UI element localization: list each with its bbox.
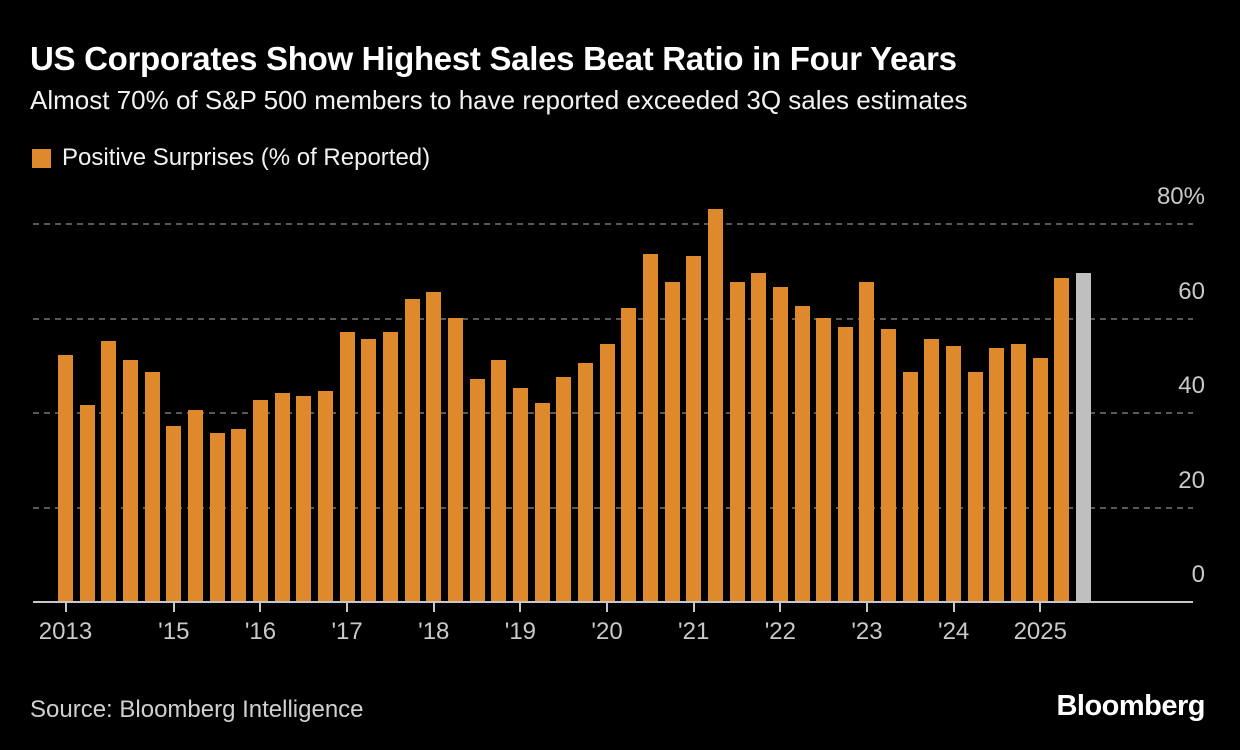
bar-2017-q2 [361,338,377,601]
bar-2016-q3 [296,395,312,601]
bar-2014-q1 [79,405,95,601]
bar-2023-q1 [859,282,875,601]
legend: Positive Surprises (% of Reported) [32,144,430,172]
y-axis-label-60: 60 [1178,277,1205,305]
bar-2023-q4 [924,338,940,601]
bar-2014-q3 [122,360,138,601]
bar-2019-q2 [534,402,550,601]
x-tick-2013 [64,603,67,612]
bar-2020-q2 [621,308,637,601]
bar-2021-q2 [707,209,723,601]
x-axis-line [33,601,1193,603]
x-axis-label-19: '19 [504,618,537,645]
bar-2020-q3 [642,253,658,601]
x-axis-label-2025: 2025 [1013,618,1067,645]
bar-2018-q1 [426,291,442,601]
bar-2016-q4 [317,390,333,601]
bar-2021-q3 [729,282,745,601]
gridline-80 [33,223,1193,226]
bar-2020-q1 [599,343,615,601]
x-tick-15 [172,603,175,612]
bar-2023-q3 [902,371,918,601]
bar-2017-q3 [382,331,398,601]
bar-2016-q2 [274,393,290,601]
y-axis-label-80: 80% [1156,183,1205,211]
x-axis-label-22: '22 [764,618,796,645]
bar-2014-q2 [101,341,117,601]
x-tick-23 [865,603,868,612]
bar-2019-q4 [577,362,593,601]
x-axis-label-23: '23 [851,618,883,645]
x-tick-18 [432,603,435,612]
bar-2022-q3 [816,317,832,601]
bar-2015-q4 [231,428,247,601]
bar-2015-q2 [187,409,203,601]
bar-2022-q2 [794,305,810,601]
bar-2023-q2 [881,329,897,601]
bar-2019-q1 [512,388,528,601]
bar-2024-q1 [946,345,962,601]
bar-2019-q3 [556,376,572,601]
bar-2022-q1 [772,286,788,601]
bar-2022-q4 [837,327,853,601]
bar-2017-q4 [404,298,420,601]
bloomberg-logo: Bloomberg [1056,690,1205,722]
bar-2018-q3 [469,379,485,601]
bar-2024-q3 [989,348,1005,601]
x-tick-24 [952,603,955,612]
x-tick-16 [259,603,262,612]
legend-label: Positive Surprises (% of Reported) [62,144,431,171]
x-axis-label-24: '24 [938,618,970,645]
bar-2024-q4 [1011,343,1027,601]
x-tick-20 [606,603,609,612]
x-axis-label-17: '17 [331,618,363,645]
bar-2017-q1 [339,331,355,601]
x-tick-21 [692,603,695,612]
x-tick-17 [346,603,349,612]
y-axis-label-40: 40 [1178,372,1205,400]
x-axis-label-2013: 2013 [38,618,93,645]
bar-2015-q1 [166,426,182,601]
x-axis-label-15: '15 [158,618,190,645]
chart-title: US Corporates Show Highest Sales Beat Ra… [30,40,957,77]
chart-subtitle: Almost 70% of S&P 500 members to have re… [30,85,968,115]
bar-2013-q4 [58,355,73,601]
bar-2018-q2 [447,317,463,601]
bar-2016-q1 [252,400,268,601]
bar-2015-q3 [209,433,225,601]
x-tick-2025 [1039,603,1042,612]
bar-2018-q4 [491,360,507,601]
bar-2025-q1 [1032,357,1048,601]
x-axis-label-18: '18 [418,618,450,645]
source-text: Source: Bloomberg Intelligence [30,696,364,723]
bar-2025-q3 [1076,272,1092,601]
y-axis-label-0: 0 [1191,561,1205,588]
x-axis-label-21: '21 [678,618,710,645]
bar-2020-q4 [664,282,680,601]
gridline-60 [33,317,1193,320]
y-axis-label-20: 20 [1178,466,1205,494]
legend-swatch-icon [32,148,51,168]
bar-2021-q4 [751,272,767,601]
x-tick-19 [519,603,522,612]
x-tick-22 [779,603,782,612]
bar-2014-q4 [144,371,160,601]
bar-2024-q2 [967,371,983,601]
bar-2025-q2 [1054,277,1070,601]
bar-2021-q1 [686,256,702,601]
x-axis-label-20: '20 [591,618,623,645]
x-axis-label-16: '16 [244,618,277,645]
